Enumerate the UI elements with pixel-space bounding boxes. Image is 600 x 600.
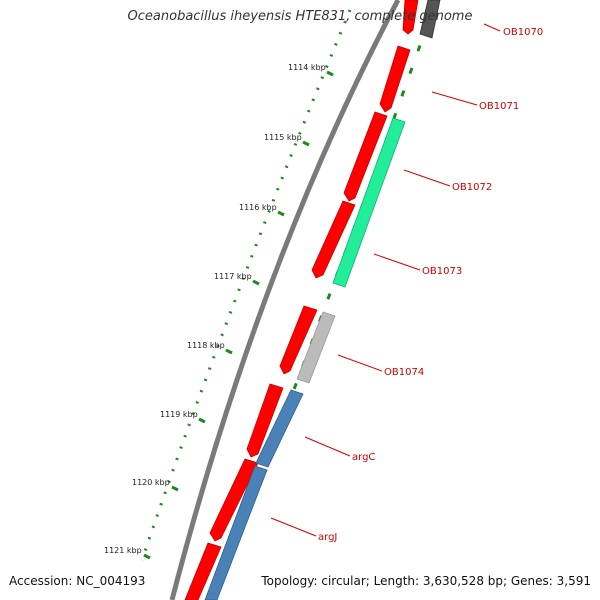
cds-argj-fwd xyxy=(209,458,259,542)
cds-argc-rev xyxy=(255,389,304,468)
cds-ob1072 xyxy=(343,111,388,202)
cds-next-fwd xyxy=(184,542,222,600)
cds-ob1074-rev xyxy=(296,311,336,384)
genome-summary-text: Topology: circular; Length: 3,630,528 bp… xyxy=(261,574,591,588)
gene-label-argc: argC xyxy=(352,452,375,463)
gene-label-ob1072: OB1072 xyxy=(452,182,492,193)
major-ticks xyxy=(143,70,334,560)
cds-argj-rev xyxy=(204,465,268,600)
map-title: Oceanobacillus iheyensis HTE831, complet… xyxy=(127,9,473,24)
cds-ob1070-rev xyxy=(419,0,441,39)
tick-label: 1117 kbp xyxy=(214,272,252,281)
accession-text: Accession: NC_004193 xyxy=(9,574,146,588)
cds-ob1072-rev xyxy=(332,117,406,288)
tick-label: 1121 kbp xyxy=(104,546,142,555)
label-leaders xyxy=(270,23,501,537)
tick-label: 1114 kbp xyxy=(288,63,326,72)
tick-label: 1115 kbp xyxy=(264,133,302,142)
gene-label-ob1073: OB1073 xyxy=(422,266,462,277)
cds-ob1071 xyxy=(379,45,411,113)
tick-label: 1120 kbp xyxy=(132,478,170,487)
tick-label: 1116 kbp xyxy=(239,203,277,212)
cds-ob1074 xyxy=(279,305,318,375)
reverse-strand-cds xyxy=(204,0,441,600)
forward-strand-cds xyxy=(184,0,419,600)
cds-argc-fwd xyxy=(246,383,284,458)
genome-backbone xyxy=(169,0,401,600)
gene-label-ob1071: OB1071 xyxy=(479,101,519,112)
gene-label-ob1074: OB1074 xyxy=(384,367,424,378)
tick-labels: 1114 kbp 1115 kbp 1116 kbp 1117 kbp 1118… xyxy=(104,63,326,555)
cds-ob1070 xyxy=(402,0,419,35)
gene-label-ob1070: OB1070 xyxy=(503,27,543,38)
gene-label-argj: argJ xyxy=(318,532,337,543)
cds-ob1073 xyxy=(311,200,356,279)
tick-label: 1119 kbp xyxy=(160,410,198,419)
tick-label: 1118 kbp xyxy=(187,341,225,350)
gene-labels: OB1070 OB1071 OB1072 OB1073 OB1074 argC … xyxy=(318,27,543,543)
